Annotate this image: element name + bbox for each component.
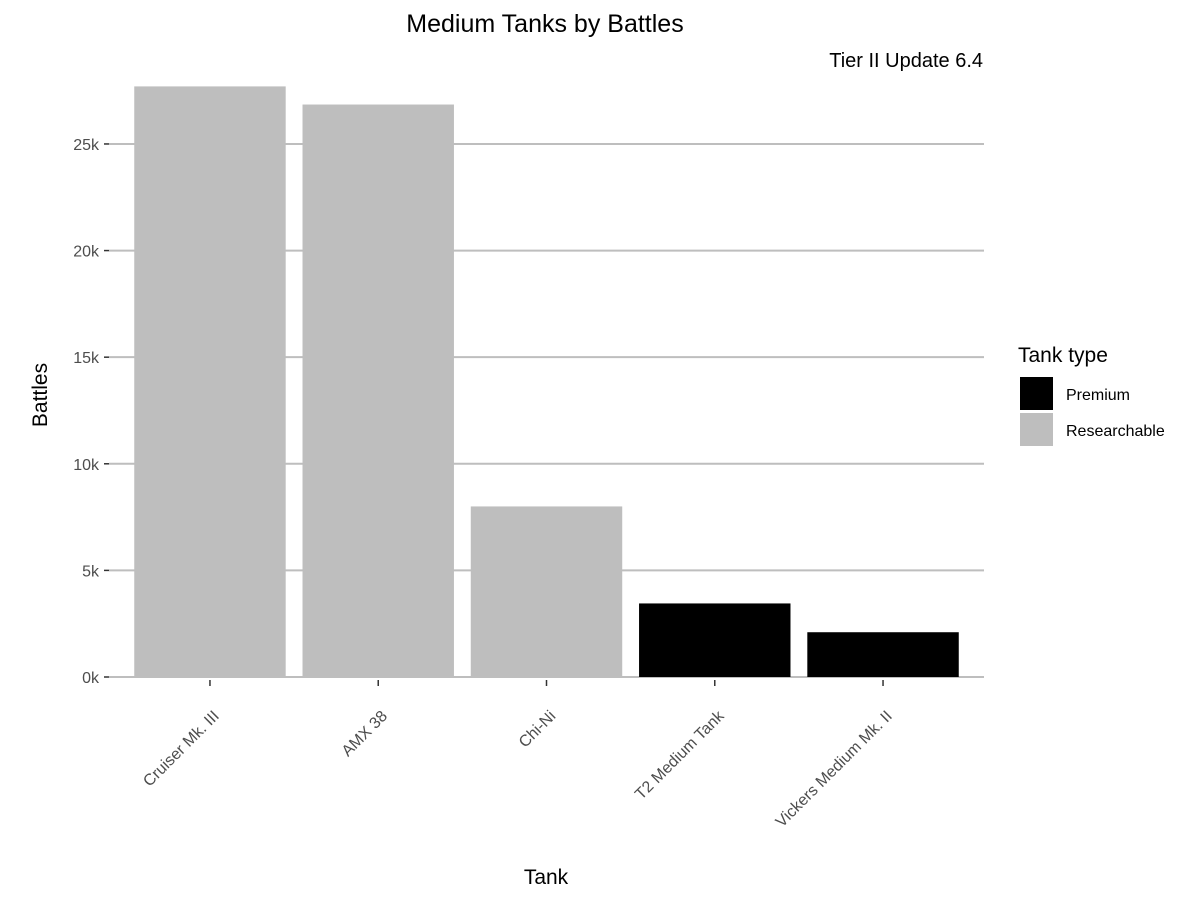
bar-vickers-medium-mk-ii [807,632,959,677]
bar-amx-38 [302,104,454,677]
bar-cruiser-mk-iii [134,86,286,678]
y-tick-label: 10k [73,457,100,474]
legend-swatch-researchable [1020,413,1053,446]
y-tick-label: 5k [82,563,100,580]
y-tick-label: 0k [82,670,100,687]
x-tick-label: Cruiser Mk. III [140,708,222,790]
x-axis-title: Tank [524,866,569,889]
x-axis: Cruiser Mk. III AMX 38 Chi-Ni T2 Medium Tan… [140,680,896,831]
y-axis: 0k 5k 10k 15k 20k 25k [73,137,109,687]
chart-subtitle: Tier II Update 6.4 [829,50,983,72]
legend-label-researchable: Researchable [1066,423,1165,440]
x-tick-label: AMX 38 [339,708,391,760]
legend-title: Tank type [1018,344,1108,367]
bar-chi-ni [470,506,623,677]
legend: Tank type Premium Researchable [1018,344,1165,446]
y-tick-label: 25k [73,137,100,154]
y-tick-label: 15k [73,350,100,367]
bars [134,86,959,678]
chart-title: Medium Tanks by Battles [406,10,683,38]
y-axis-title: Battles [29,363,52,427]
legend-label-premium: Premium [1066,387,1130,404]
y-tick-label: 20k [73,244,100,261]
x-tick-label: Vickers Medium Mk. II [773,708,896,831]
bar-t2-medium-tank [639,603,791,677]
legend-swatch-premium [1020,377,1053,410]
x-tick-label: T2 Medium Tank [632,707,728,803]
x-tick-label: Chi-Ni [516,708,559,751]
